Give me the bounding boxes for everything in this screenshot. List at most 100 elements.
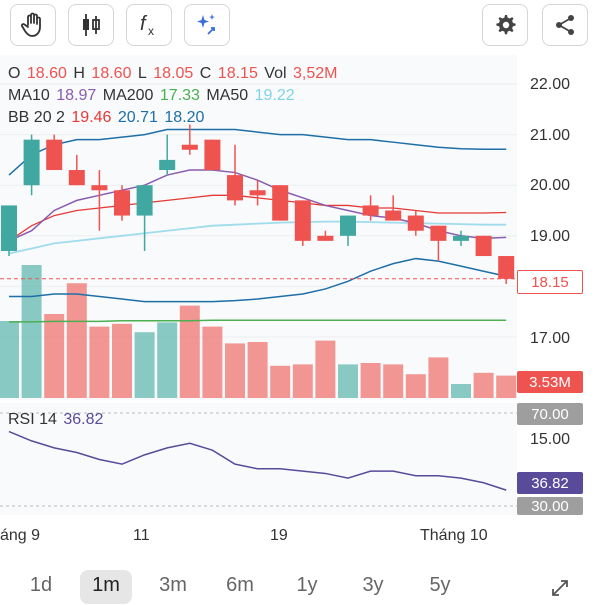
legend-low-value: 18.05 <box>153 65 194 82</box>
fullscreen-button[interactable] <box>548 576 572 605</box>
volume-bar <box>66 283 87 398</box>
volume-bar <box>21 265 42 398</box>
legend-open-value: 18.60 <box>26 65 67 82</box>
candle-body <box>385 210 402 221</box>
candle-body <box>46 139 63 171</box>
candle-body <box>498 256 515 279</box>
candle-body <box>475 235 492 257</box>
last-price-badge: 18.15 <box>517 270 583 294</box>
candle-body <box>159 159 176 171</box>
candle-body <box>114 190 130 216</box>
rsi-value-badge: 36.82 <box>517 472 583 494</box>
legend-bb-key: BB 20 2 <box>8 109 65 126</box>
svg-text:f: f <box>140 13 148 35</box>
legend-open-key: O <box>8 65 21 82</box>
x-label: 19 <box>270 527 288 544</box>
volume-bar <box>338 364 358 398</box>
candle-body <box>272 185 289 221</box>
legend-volume-key: Vol <box>264 65 287 82</box>
legend-ma10-value: 18.97 <box>56 87 97 104</box>
legend-ma50-value: 19.22 <box>254 87 295 104</box>
rsi-lower-badge: 30.00 <box>517 497 583 515</box>
volume-bar <box>157 322 178 398</box>
legend-ma200-value: 17.33 <box>159 87 200 104</box>
draw-tool-button[interactable] <box>10 4 56 46</box>
bb-lower-line <box>9 257 507 303</box>
candle-body <box>91 185 108 191</box>
price-tick: 15.00 <box>530 431 571 448</box>
legend-bb-lower-value: 18.20 <box>164 109 205 126</box>
candle-body <box>136 185 153 216</box>
timeframe-3m[interactable]: 3m <box>159 574 187 596</box>
candle-body <box>227 175 243 201</box>
bb-legend: BB 20 2 19.46 20.71 18.20 <box>8 108 206 128</box>
price-tick: 20.00 <box>530 177 571 194</box>
ma200-line <box>9 319 507 323</box>
price-tick: 22.00 <box>530 76 571 93</box>
settings-gear-icon <box>496 15 516 35</box>
draw-hand-icon <box>21 12 41 37</box>
candle-body <box>453 235 469 241</box>
candle-body <box>294 200 311 241</box>
legend-low-key: L <box>137 65 147 82</box>
candle-body <box>68 170 85 186</box>
volume-bar <box>270 365 291 398</box>
volume-bar <box>179 305 200 398</box>
legend-rsi-key: RSI 14 <box>8 411 57 428</box>
price-tick: 21.00 <box>530 127 571 144</box>
volume-bar <box>451 384 471 398</box>
candlestick-icon <box>83 14 100 36</box>
volume-bar <box>383 364 404 398</box>
volume-bar <box>360 363 381 398</box>
volume-bar <box>225 343 245 398</box>
x-label: 11 <box>133 527 150 544</box>
volume-bar <box>496 375 517 398</box>
legend-rsi-value: 36.82 <box>63 411 104 428</box>
share-button[interactable] <box>542 4 588 46</box>
timeframe-bar: 1d 1m 3m 6m 1y 3y 5y <box>0 568 600 604</box>
candle-body <box>204 139 221 171</box>
candle-body <box>407 215 424 231</box>
candle-body <box>249 190 266 196</box>
chart-type-button[interactable] <box>68 4 114 46</box>
timeframe-3y[interactable]: 3y <box>362 574 384 596</box>
volume-bar <box>247 342 268 398</box>
ai-sparkle-icon <box>197 14 215 35</box>
legend-close-key: C <box>199 65 212 82</box>
candle-body <box>430 225 447 241</box>
legend-close-value: 18.15 <box>217 65 258 82</box>
volume-bar <box>315 340 336 398</box>
timeframe-6m[interactable]: 6m <box>226 574 254 596</box>
ai-tools-button[interactable] <box>184 4 230 46</box>
candle-body <box>362 205 379 216</box>
timeframe-5y[interactable]: 5y <box>429 574 451 596</box>
rsi-legend: RSI 14 36.82 <box>8 410 105 430</box>
legend-bb-mid-value: 19.46 <box>71 109 112 126</box>
rsi-line <box>8 430 507 491</box>
x-label: Tháng 10 <box>420 527 488 544</box>
volume-bar <box>405 374 426 398</box>
timeframe-1d[interactable]: 1d <box>29 574 53 596</box>
svg-text:x: x <box>148 24 154 38</box>
candle-body <box>317 235 334 241</box>
rsi-upper-badge: 70.00 <box>517 403 583 425</box>
settings-button[interactable] <box>482 4 528 46</box>
price-tick: 17.00 <box>530 330 571 347</box>
timeframe-1m[interactable]: 1m <box>80 570 132 604</box>
expand-icon <box>552 580 568 596</box>
volume-bar <box>112 323 132 398</box>
volume-badge: 3.53M <box>517 371 583 393</box>
share-icon <box>556 15 574 35</box>
timeframe-1y[interactable]: 1y <box>296 574 318 596</box>
volume-bar <box>0 321 19 398</box>
legend-high-value: 18.60 <box>91 65 132 82</box>
x-label: áng 9 <box>0 527 41 544</box>
volume-bar <box>89 326 110 398</box>
price-tick: 19.00 <box>530 228 571 245</box>
legend-high-key: H <box>73 65 85 82</box>
legend-ma50-key: MA50 <box>206 87 249 104</box>
bb-upper-line <box>8 128 507 176</box>
price-chart[interactable] <box>0 55 600 515</box>
